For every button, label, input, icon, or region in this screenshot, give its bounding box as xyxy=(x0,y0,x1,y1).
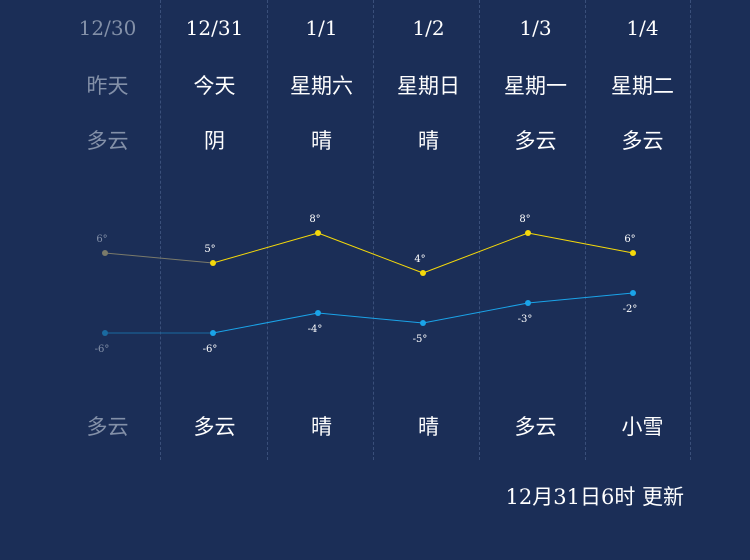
low-temp-point xyxy=(315,310,321,316)
low-temp-label: -6° xyxy=(203,344,218,355)
column-divider xyxy=(373,0,374,460)
high-temp-label: 6° xyxy=(96,234,107,245)
day-date: 1/3 xyxy=(519,16,552,40)
high-temp-label: 6° xyxy=(624,234,635,245)
day-name: 星期一 xyxy=(504,74,567,98)
low-temp-segment xyxy=(212,312,319,334)
day-weather: 阴 xyxy=(204,129,225,153)
high-temp-point xyxy=(420,270,426,276)
day-date: 12/30 xyxy=(78,16,137,40)
high-temp-segment xyxy=(422,232,529,274)
day-weather: 晴 xyxy=(418,129,439,153)
high-temp-segment xyxy=(104,252,214,264)
column-divider xyxy=(585,0,586,460)
day-weather: 晴 xyxy=(311,129,332,153)
high-temp-label: 5° xyxy=(204,244,215,255)
low-temp-point xyxy=(525,300,531,306)
day-date: 1/4 xyxy=(626,16,659,40)
column-divider xyxy=(267,0,268,460)
day-name: 星期二 xyxy=(611,74,674,98)
high-temp-point xyxy=(315,230,321,236)
night-weather: 晴 xyxy=(311,415,332,439)
high-temp-label: 8° xyxy=(519,214,530,225)
low-temp-label: -5° xyxy=(413,334,428,345)
night-weather: 晴 xyxy=(418,415,439,439)
day-name: 星期日 xyxy=(397,74,460,98)
column-divider xyxy=(160,0,161,460)
column-divider xyxy=(690,0,691,460)
high-temp-segment xyxy=(527,232,634,254)
high-temp-segment xyxy=(212,232,319,264)
update-time: 12月31日6时 更新 xyxy=(505,485,684,509)
day-weather: 多云 xyxy=(86,129,129,153)
night-weather: 多云 xyxy=(86,415,129,439)
high-temp-point xyxy=(525,230,531,236)
day-date: 1/1 xyxy=(305,16,338,40)
day-weather: 多云 xyxy=(621,129,664,153)
low-temp-segment xyxy=(317,312,424,324)
day-weather: 多云 xyxy=(514,129,557,153)
low-temp-point xyxy=(102,330,108,336)
day-name: 今天 xyxy=(193,74,236,98)
low-temp-label: -3° xyxy=(518,314,533,325)
day-name: 昨天 xyxy=(86,74,129,98)
high-temp-label: 4° xyxy=(414,254,425,265)
night-weather: 多云 xyxy=(514,415,557,439)
day-name: 星期六 xyxy=(290,74,353,98)
night-weather: 小雪 xyxy=(621,415,664,439)
low-temp-point xyxy=(210,330,216,336)
low-temp-segment xyxy=(422,302,529,324)
low-temp-segment xyxy=(527,292,634,304)
low-temp-point xyxy=(630,290,636,296)
low-temp-label: -4° xyxy=(308,324,323,335)
day-date: 12/31 xyxy=(185,16,244,40)
low-temp-label: -2° xyxy=(623,304,638,315)
high-temp-point xyxy=(630,250,636,256)
column-divider xyxy=(479,0,480,460)
low-temp-label: -6° xyxy=(95,344,110,355)
day-date: 1/2 xyxy=(412,16,445,40)
low-temp-point xyxy=(420,320,426,326)
high-temp-point xyxy=(102,250,108,256)
high-temp-segment xyxy=(317,232,424,274)
night-weather: 多云 xyxy=(193,415,236,439)
high-temp-label: 8° xyxy=(309,214,320,225)
high-temp-point xyxy=(210,260,216,266)
